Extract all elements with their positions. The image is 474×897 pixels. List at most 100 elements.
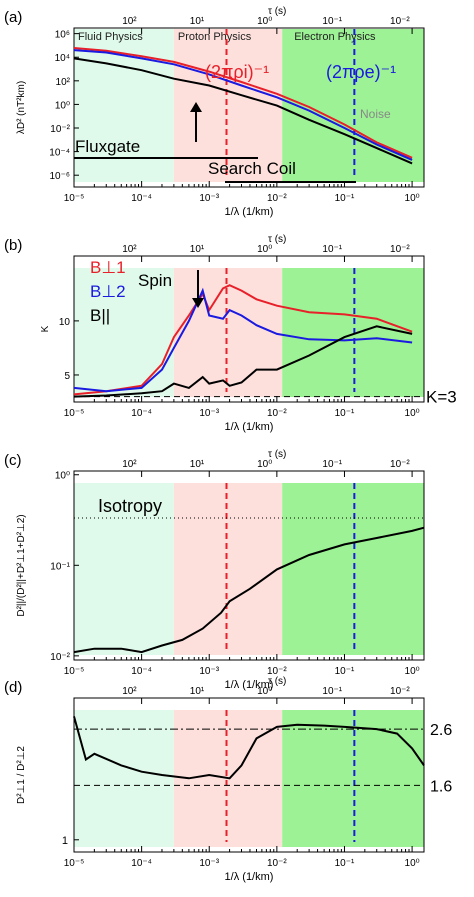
region-2 — [282, 483, 424, 655]
top-tick-label: 10⁻¹ — [322, 686, 342, 697]
series-line — [73, 287, 413, 393]
x-tick-label: 10⁻³ — [199, 193, 219, 204]
region-1 — [173, 268, 283, 397]
x-axis-label: 1/λ (1/km) — [225, 421, 274, 433]
legend-entry: B⊥1 — [90, 258, 126, 277]
series-line — [73, 57, 413, 165]
series-line — [73, 49, 413, 161]
region-2 — [282, 710, 424, 847]
region-0 — [74, 710, 174, 847]
y-tick-label: 10⁴ — [55, 53, 70, 64]
x-tick-label: 10⁻⁴ — [131, 666, 152, 677]
y-tick-label: 10⁻¹ — [50, 561, 70, 572]
annotation-rho-e: (2πρe)⁻¹ — [326, 62, 396, 82]
top-tick-label: 10⁻¹ — [322, 459, 342, 470]
top-tick-label: 10¹ — [190, 459, 205, 470]
top-tick-label: 10² — [122, 244, 137, 255]
y-tick-label: 10⁶ — [55, 30, 70, 41]
y-axis-label: D²⊥1 / D²⊥2 — [16, 746, 27, 804]
top-tick-label: 10⁰ — [257, 459, 272, 470]
region-1 — [173, 483, 283, 655]
x-tick-label: 10⁰ — [405, 858, 420, 869]
plot-frame — [73, 255, 425, 403]
top-tick-label: 10⁻² — [390, 244, 410, 255]
x-tick-label: 10⁻² — [267, 408, 287, 419]
x-tick-label: 10⁻¹ — [335, 858, 355, 869]
top-tick-label: 10² — [122, 459, 137, 470]
series-line — [73, 716, 425, 780]
x-tick-label: 10⁻⁵ — [64, 408, 85, 419]
y-tick-label: 10⁻⁶ — [49, 171, 70, 182]
reference-label: 2.6 — [430, 722, 452, 739]
top-axis-label: τ (s) — [268, 449, 286, 460]
y-tick-label: 10 — [59, 317, 71, 328]
top-tick-label: 10¹ — [190, 16, 205, 27]
x-tick-label: 10⁻² — [267, 193, 287, 204]
top-tick-label: 10² — [122, 16, 137, 27]
y-tick-label: 10⁻⁴ — [49, 148, 70, 159]
x-tick-label: 10⁰ — [405, 193, 420, 204]
plot-frame — [73, 697, 425, 853]
y-tick-label: 10⁰ — [55, 471, 70, 482]
legend-entry: B|| — [90, 306, 110, 325]
x-tick-label: 10⁻¹ — [335, 666, 355, 677]
panel-a: Fluid Physics Proton Physics Electron Phys… — [4, 6, 425, 218]
x-axis-label: 1/λ (1/km) — [225, 206, 274, 218]
x-tick-label: 10⁻⁵ — [64, 666, 85, 677]
y-axis-label: K — [40, 325, 51, 332]
region-0 — [74, 483, 174, 655]
series-line — [73, 47, 413, 159]
region-0 — [74, 268, 174, 397]
y-tick-label: 1 — [62, 835, 68, 847]
plot-frame — [73, 27, 425, 188]
x-tick-label: 10⁻⁴ — [131, 408, 152, 419]
region-label: Proton Physics — [178, 31, 252, 43]
panel-c: 10⁻⁵ 10⁻⁴ 10⁻³ 10⁻² 10⁻¹ 10⁰ 1/λ (1/km) 10² 10¹ 1… — [4, 449, 425, 691]
annotation-fluxgate: Fluxgate — [75, 137, 140, 156]
top-tick-label: 10⁻² — [390, 459, 410, 470]
reference-label: Isotropy — [98, 496, 162, 516]
series-line — [73, 325, 413, 398]
x-tick-label: 10⁻³ — [199, 858, 219, 869]
x-tick-label: 10⁻⁴ — [131, 858, 152, 869]
arrow-down-head — [192, 298, 204, 308]
top-tick-label: 10⁰ — [257, 244, 272, 255]
x-tick-label: 10⁻² — [267, 858, 287, 869]
x-tick-label: 10⁰ — [405, 666, 420, 677]
y-tick-label: 5 — [64, 371, 70, 382]
x-tick-label: 10⁻¹ — [335, 408, 355, 419]
y-tick-label: 10² — [56, 77, 71, 88]
x-tick-label: 10⁻⁵ — [64, 193, 85, 204]
top-tick-label: 10¹ — [190, 686, 205, 697]
y-tick-label: 10⁻² — [50, 124, 70, 135]
series-line — [73, 284, 413, 396]
top-axis-label: τ (s) — [268, 6, 286, 17]
reference-label: 1.6 — [430, 778, 452, 795]
panel-b: 10⁻⁵ 10⁻⁴ 10⁻³ 10⁻² 10⁻¹ 10⁰ 1/λ (1/km) 10² 10¹ 1… — [4, 234, 457, 433]
region-2 — [282, 268, 424, 397]
top-tick-label: 10⁰ — [257, 686, 272, 697]
x-tick-label: 10⁻³ — [199, 408, 219, 419]
top-tick-label: 10⁰ — [257, 16, 272, 27]
y-axis-label: λD² (nT²km) — [16, 81, 27, 134]
x-tick-label: 10⁻³ — [199, 666, 219, 677]
legend-entry: B⊥2 — [90, 282, 126, 301]
top-tick-label: 10⁻² — [390, 686, 410, 697]
x-tick-label: 10⁻⁵ — [64, 858, 85, 869]
annotation-searchcoil: Search Coil — [208, 159, 296, 178]
top-tick-label: 10¹ — [190, 244, 205, 255]
panel-label: (a) — [4, 9, 22, 26]
annotation-rho-i: (2πρi)⁻¹ — [205, 62, 269, 82]
annotation-noise: Noise — [360, 107, 391, 121]
annotation-spin: Spin — [138, 271, 172, 290]
x-axis-label: 1/λ (1/km) — [225, 679, 274, 691]
top-tick-label: 10⁻² — [390, 16, 410, 27]
x-tick-label: 10⁻¹ — [335, 193, 355, 204]
top-tick-label: 10² — [122, 686, 137, 697]
y-tick-label: 10⁰ — [55, 100, 70, 111]
series-line — [73, 526, 425, 654]
region-label: Fluid Physics — [78, 31, 143, 43]
panel-label: (b) — [4, 237, 22, 254]
